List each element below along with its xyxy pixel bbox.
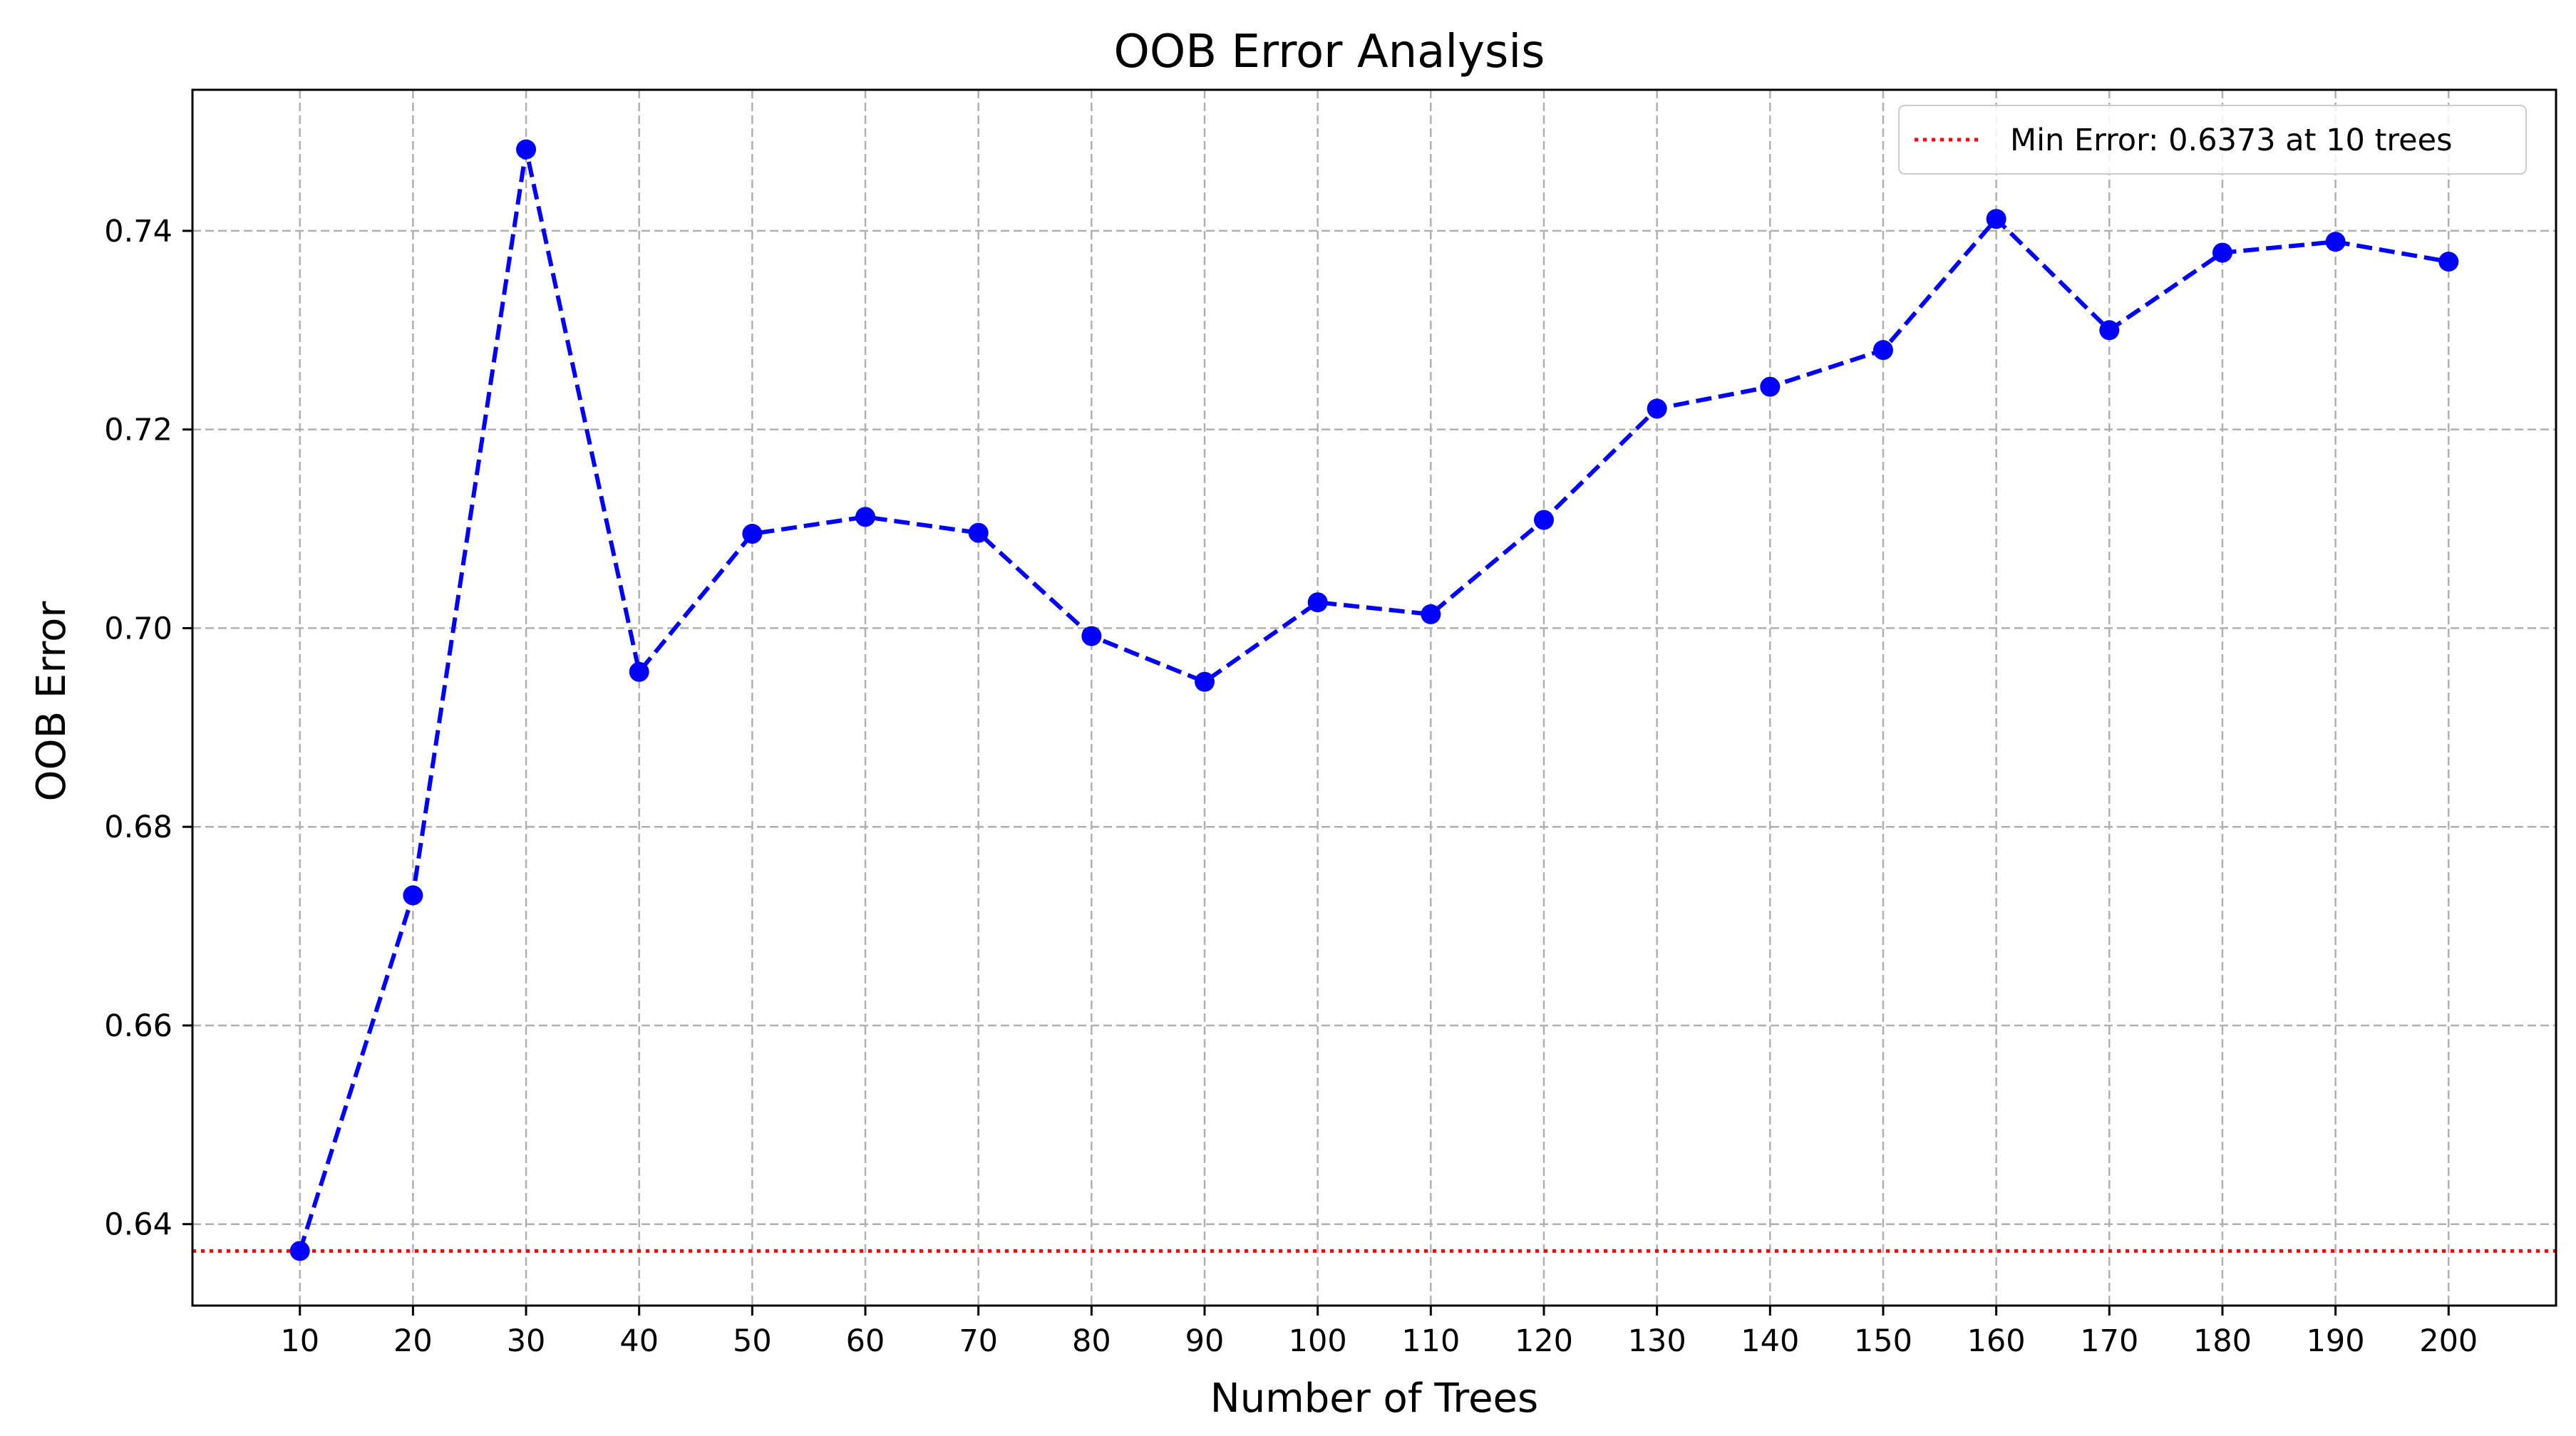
x-tick-label: 60: [846, 1323, 885, 1359]
x-tick-label: 40: [619, 1323, 659, 1359]
data-point: [403, 885, 423, 906]
y-tick-label: 0.74: [104, 214, 172, 249]
x-tick-label: 130: [1628, 1323, 1686, 1359]
legend-label-min-error: Min Error: 0.6373 at 10 trees: [2010, 123, 2452, 158]
y-tick-label: 0.68: [104, 810, 172, 845]
x-tick-label: 180: [2193, 1323, 2252, 1359]
data-point: [1872, 340, 1893, 361]
data-point: [1533, 510, 1554, 530]
x-tick-label: 150: [1854, 1323, 1912, 1359]
data-point: [1421, 604, 1441, 624]
x-tick-label: 70: [959, 1323, 998, 1359]
series-line: [297, 147, 2449, 1252]
data-point: [742, 524, 763, 544]
data-point: [2438, 252, 2459, 272]
y-tick-label: 0.64: [104, 1207, 172, 1243]
data-point: [968, 522, 989, 543]
y-ticks: 0.64 0.66 0.68 0.70 0.72 0.74: [104, 214, 192, 1243]
legend: Min Error: 0.6373 at 10 trees: [1898, 105, 2527, 175]
x-tick-label: 140: [1741, 1323, 1799, 1359]
data-point: [2212, 242, 2232, 263]
grid: [192, 90, 2556, 1306]
x-tick-label: 50: [733, 1323, 772, 1359]
y-tick-label: 0.66: [104, 1008, 172, 1044]
x-tick-label: 160: [1967, 1323, 2026, 1359]
x-tick-label: 190: [2307, 1323, 2365, 1359]
data-point: [855, 507, 876, 527]
data-point: [2325, 232, 2346, 252]
series-layer: [289, 139, 2459, 1261]
x-tick-label: 110: [1401, 1323, 1460, 1359]
x-axis-label: Number of Trees: [1210, 1375, 1538, 1422]
data-point: [516, 139, 537, 160]
x-tick-label: 170: [2080, 1323, 2138, 1359]
x-tick-label: 100: [1289, 1323, 1347, 1359]
data-point: [1986, 209, 2006, 229]
data-point: [1760, 376, 1781, 397]
data-point: [1647, 398, 1667, 419]
x-tick-label: 30: [507, 1323, 546, 1359]
x-tick-label: 90: [1185, 1323, 1225, 1359]
x-tick-label: 20: [393, 1323, 433, 1359]
data-point: [1307, 592, 1328, 613]
y-axis-label: OOB Error: [29, 601, 75, 802]
data-point: [1195, 671, 1215, 692]
y-tick-label: 0.70: [104, 611, 172, 646]
y-tick-label: 0.72: [104, 413, 172, 448]
x-tick-label: 80: [1072, 1323, 1111, 1359]
legend-box: [1898, 105, 2527, 175]
data-point: [629, 661, 649, 682]
x-ticks: 10 20 30 40 50 60 70 80 90 100 110 120 130 140 150 160 1…: [280, 1306, 2478, 1359]
axes-frame: [191, 88, 2557, 1307]
x-tick-label: 120: [1515, 1323, 1573, 1359]
data-point: [1081, 626, 1102, 646]
chart-title: OOB Error Analysis: [1113, 26, 1545, 78]
x-tick-label: 200: [2419, 1323, 2478, 1359]
x-tick-label: 10: [280, 1323, 319, 1359]
data-point: [2099, 320, 2120, 341]
data-point: [289, 1241, 310, 1261]
